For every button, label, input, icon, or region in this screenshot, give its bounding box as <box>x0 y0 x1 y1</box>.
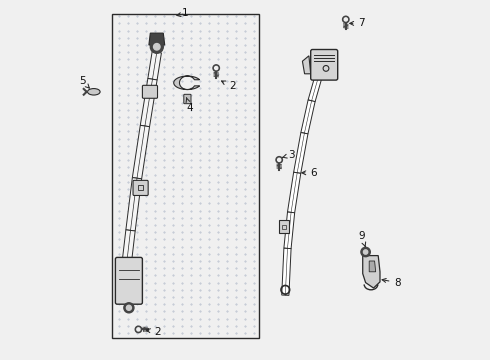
Text: 5: 5 <box>79 76 89 88</box>
Polygon shape <box>302 56 311 74</box>
Circle shape <box>276 157 282 163</box>
FancyBboxPatch shape <box>116 257 143 304</box>
Bar <box>112 14 259 338</box>
Circle shape <box>153 44 160 50</box>
Polygon shape <box>126 177 142 231</box>
Polygon shape <box>174 76 199 90</box>
FancyBboxPatch shape <box>143 85 157 98</box>
Circle shape <box>278 158 281 161</box>
Text: 1: 1 <box>182 8 189 18</box>
FancyBboxPatch shape <box>311 50 338 80</box>
Polygon shape <box>284 212 294 249</box>
Circle shape <box>344 18 347 21</box>
Polygon shape <box>369 261 376 272</box>
Circle shape <box>361 247 370 257</box>
Circle shape <box>215 67 218 69</box>
Circle shape <box>150 40 163 53</box>
Polygon shape <box>149 33 165 45</box>
Text: 4: 4 <box>186 98 193 113</box>
Polygon shape <box>363 256 380 288</box>
Circle shape <box>126 305 131 310</box>
Polygon shape <box>140 78 157 127</box>
Circle shape <box>124 303 134 313</box>
Text: 2: 2 <box>147 327 161 337</box>
Text: 9: 9 <box>358 231 366 247</box>
Text: 8: 8 <box>382 278 401 288</box>
Circle shape <box>213 65 220 71</box>
FancyBboxPatch shape <box>184 94 191 104</box>
Circle shape <box>364 250 368 254</box>
Polygon shape <box>282 248 291 295</box>
Text: 2: 2 <box>221 81 235 91</box>
Ellipse shape <box>88 89 100 95</box>
Circle shape <box>343 16 349 23</box>
Text: 3: 3 <box>283 150 295 160</box>
Polygon shape <box>294 132 308 174</box>
FancyBboxPatch shape <box>133 180 148 195</box>
Bar <box>138 185 144 190</box>
Bar <box>282 225 286 229</box>
Circle shape <box>137 328 140 331</box>
Text: 6: 6 <box>302 168 317 178</box>
Polygon shape <box>120 230 135 283</box>
Polygon shape <box>288 172 301 213</box>
Polygon shape <box>148 51 161 80</box>
FancyBboxPatch shape <box>279 220 289 233</box>
Polygon shape <box>132 125 149 179</box>
Polygon shape <box>308 75 322 102</box>
Polygon shape <box>301 100 315 134</box>
Text: 7: 7 <box>350 18 365 28</box>
Circle shape <box>135 326 142 333</box>
